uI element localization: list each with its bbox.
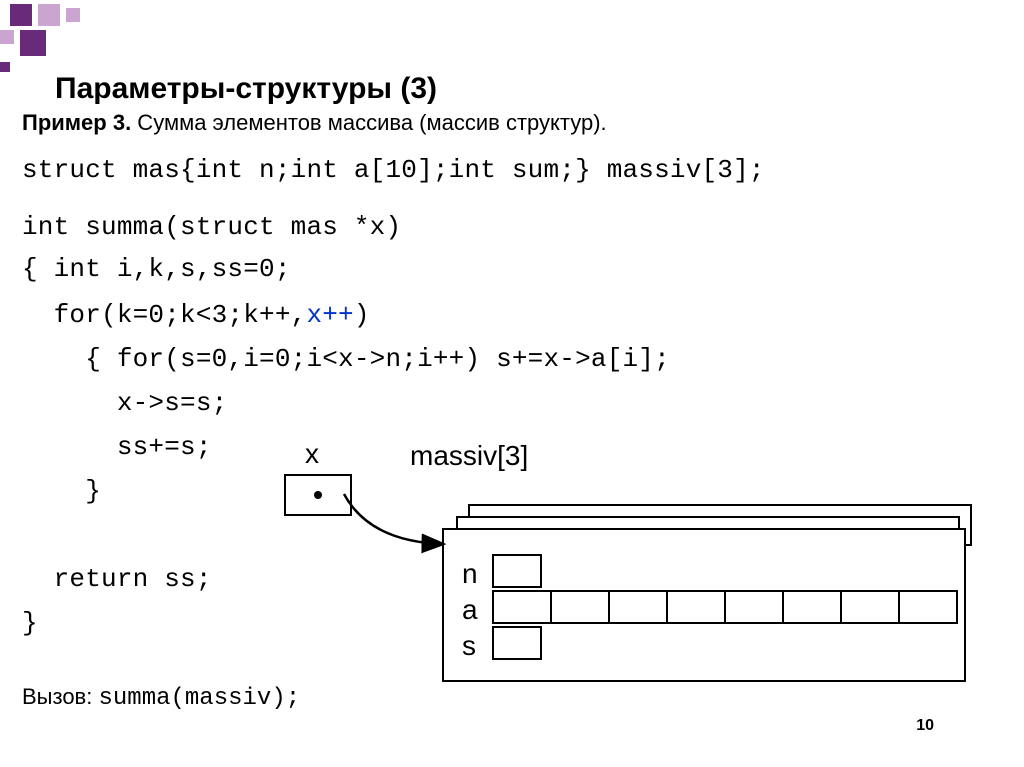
deco-square — [0, 30, 14, 44]
diagram-a-array — [492, 590, 958, 620]
diagram-field-labels: n a s — [462, 556, 478, 664]
call-label: Вызов: — [22, 684, 98, 709]
deco-square — [20, 30, 46, 56]
diagram-label-massiv: massiv[3] — [410, 440, 528, 472]
diagram-a-cell — [492, 590, 552, 624]
call-code: summa(massiv); — [98, 685, 300, 712]
code-brace-open: { int i,k,s,ss=0; — [22, 254, 291, 284]
diagram-field-a-label: a — [462, 592, 478, 628]
code-inner-close: } — [22, 476, 101, 506]
slide-title: Параметры-структуры (3) — [55, 72, 437, 106]
deco-square — [0, 62, 10, 72]
page-number: 10 — [916, 717, 934, 735]
deco-square — [10, 4, 32, 26]
call-line: Вызов: summa(massiv); — [22, 684, 300, 712]
for-outer-part-b: x++ — [306, 300, 353, 330]
deco-square — [66, 8, 80, 22]
for-outer-part-a: for(k=0;k<3;k++, — [22, 300, 306, 330]
deco-square — [38, 4, 60, 26]
code-brace-close: } — [22, 608, 38, 638]
code-assign-s: x->s=s; — [22, 388, 227, 418]
code-ss-plus: ss+=s; — [22, 432, 212, 462]
diagram-field-n-label: n — [462, 556, 478, 592]
diagram-field-s-label: s — [462, 628, 478, 664]
diagram-pointer-dot — [314, 491, 322, 499]
diagram-a-cell — [724, 590, 784, 624]
diagram-s-box — [492, 626, 542, 660]
code-for-inner: { for(s=0,i=0;i<x->n;i++) s+=x->a[i]; — [22, 344, 670, 374]
diagram-a-cell — [782, 590, 842, 624]
diagram-a-cell — [666, 590, 726, 624]
diagram-a-cell — [840, 590, 900, 624]
code-for-outer: for(k=0;k<3;k++,x++) — [22, 300, 370, 330]
code-return-line: return ss; — [22, 564, 212, 594]
diagram-n-box — [492, 554, 542, 588]
diagram-label-x: x — [305, 438, 319, 470]
diagram-a-cell — [550, 590, 610, 624]
diagram-pointer-box — [284, 474, 352, 516]
example-text: Сумма элементов массива (массив структур… — [131, 110, 606, 135]
example-label: Пример 3. — [22, 110, 131, 135]
diagram-a-cell — [608, 590, 668, 624]
for-outer-part-c: ) — [354, 300, 370, 330]
diagram-a-cell — [898, 590, 958, 624]
code-fn-header: int summa(struct mas *x) — [22, 212, 401, 242]
example-caption: Пример 3. Сумма элементов массива (масси… — [22, 110, 607, 136]
code-struct-decl: struct mas{int n;int a[10];int sum;} mas… — [22, 155, 765, 185]
